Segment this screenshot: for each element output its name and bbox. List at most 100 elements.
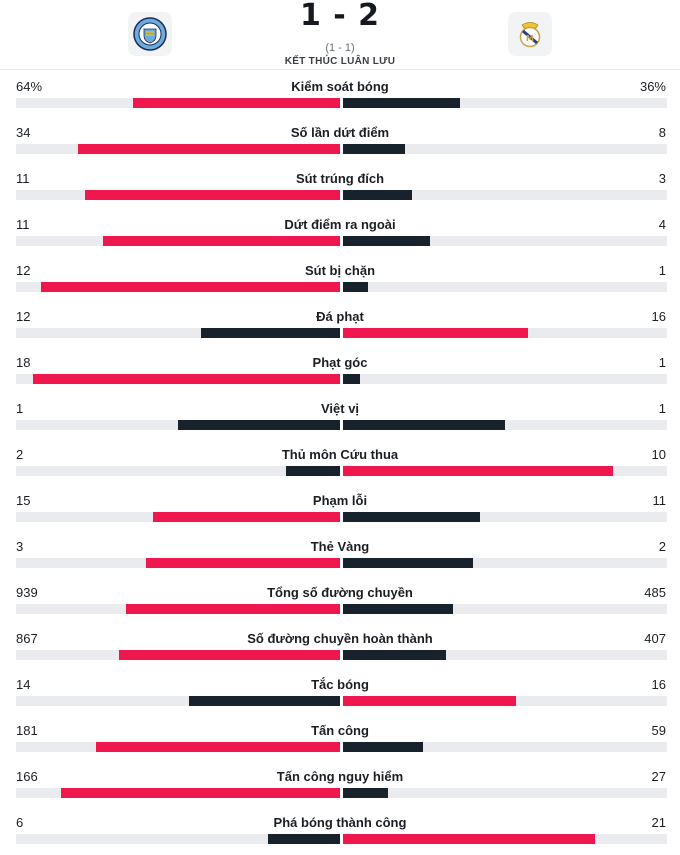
home-stat-track: [16, 604, 340, 614]
away-stat-track: [343, 834, 667, 844]
stat-row: 867 Số đường chuyền hoàn thành 407: [0, 628, 680, 674]
away-stat-value: 10: [651, 447, 666, 462]
stat-label: Tấn công: [311, 723, 369, 738]
away-stat-bar: [343, 788, 389, 798]
away-stat-value: 1: [658, 355, 666, 370]
stat-label: Phạt góc: [312, 355, 368, 370]
away-stat-track: [343, 466, 667, 476]
away-stat-track: [343, 512, 667, 522]
home-stat-track: [16, 98, 340, 108]
away-stat-value: 1: [658, 401, 666, 416]
stat-label: Tấn công nguy hiểm: [276, 769, 404, 784]
home-stat-track: [16, 144, 340, 154]
home-stat-track: [16, 788, 340, 798]
home-stat-bar: [102, 236, 340, 246]
home-stat-bar: [153, 512, 340, 522]
away-stat-track: [343, 788, 667, 798]
away-stat-value: 36%: [639, 79, 666, 94]
home-stat-bar: [268, 834, 340, 844]
away-stat-value: 1: [658, 263, 666, 278]
away-stat-track: [343, 98, 667, 108]
home-stat-bar: [119, 650, 340, 660]
home-stat-value: 181: [16, 723, 38, 738]
away-team-logo[interactable]: M: [508, 12, 552, 56]
match-status: KẾT THÚC LUÂN LƯU: [284, 56, 396, 67]
away-stat-bar: [343, 98, 460, 108]
away-stat-track: [343, 144, 667, 154]
away-stat-bar: [343, 190, 413, 200]
home-stat-value: 64%: [16, 79, 43, 94]
home-stat-bar: [61, 788, 340, 798]
stat-row: 34 Số lần dứt điểm 8: [0, 122, 680, 168]
away-stat-bar: [343, 282, 368, 292]
home-stat-bar: [95, 742, 340, 752]
home-stat-track: [16, 650, 340, 660]
away-stat-bar: [343, 604, 454, 614]
away-stat-bar: [343, 466, 613, 476]
home-stat-value: 6: [16, 815, 24, 830]
home-stat-track: [16, 328, 340, 338]
stat-row: 6 Phá bóng thành công 21: [0, 812, 680, 855]
away-stat-track: [343, 236, 667, 246]
stat-label: Số đường chuyền hoàn thành: [247, 631, 433, 646]
home-stat-value: 867: [16, 631, 38, 646]
stat-row: 64% Kiểm soát bóng 36%: [0, 76, 680, 122]
stat-label: Sút trúng đích: [295, 171, 385, 186]
stat-row: 11 Sút trúng đích 3: [0, 168, 680, 214]
home-stat-track: [16, 236, 340, 246]
away-stat-value: 4: [658, 217, 666, 232]
home-stat-value: 2: [16, 447, 24, 462]
away-stat-track: [343, 604, 667, 614]
away-stat-track: [343, 742, 667, 752]
home-stat-bar: [145, 558, 340, 568]
stat-label: Thẻ Vàng: [310, 539, 370, 554]
stat-row: 14 Tắc bóng 16: [0, 674, 680, 720]
home-stat-bar: [178, 420, 340, 430]
home-stat-value: 3: [16, 539, 24, 554]
home-stat-value: 1: [16, 401, 24, 416]
stat-row: 939 Tổng số đường chuyền 485: [0, 582, 680, 628]
home-stat-bar: [132, 98, 340, 108]
home-stat-value: 939: [16, 585, 38, 600]
home-stat-track: [16, 742, 340, 752]
home-team-logo[interactable]: [128, 12, 172, 56]
home-stat-bar: [77, 144, 340, 154]
away-stat-value: 59: [651, 723, 666, 738]
manchester-city-crest-icon: [133, 17, 167, 51]
stat-row: 3 Thẻ Vàng 2: [0, 536, 680, 582]
away-stat-value: 3: [658, 171, 666, 186]
home-stat-bar: [188, 696, 340, 706]
home-stat-value: 15: [16, 493, 31, 508]
match-header: 1 - 2 (1 - 1) KẾT THÚC LUÂN LƯU M: [0, 0, 680, 70]
home-stat-track: [16, 282, 340, 292]
away-stat-bar: [343, 834, 596, 844]
away-stat-bar: [343, 650, 447, 660]
home-stat-track: [16, 466, 340, 476]
home-stat-value: 11: [16, 217, 30, 232]
stat-label: Tổng số đường chuyền: [267, 585, 413, 600]
stat-row: 12 Sút bị chặn 1: [0, 260, 680, 306]
away-stat-value: 16: [651, 309, 666, 324]
home-stat-value: 12: [16, 263, 31, 278]
stat-row: 2 Thủ môn Cứu thua 10: [0, 444, 680, 490]
stat-label: Sút bị chặn: [304, 263, 376, 278]
away-stat-track: [343, 420, 667, 430]
away-stat-bar: [343, 742, 423, 752]
away-stat-bar: [343, 512, 481, 522]
away-stat-value: 21: [651, 815, 666, 830]
stat-label: Phạm lỗi: [312, 493, 368, 508]
stat-label: Đá phạt: [316, 309, 364, 324]
home-stat-track: [16, 374, 340, 384]
home-stat-bar: [40, 282, 340, 292]
stat-label: Số lần dứt điểm: [290, 125, 390, 140]
stat-row: 11 Dứt điểm ra ngoài 4: [0, 214, 680, 260]
away-stat-value: 485: [644, 585, 666, 600]
home-stat-track: [16, 190, 340, 200]
away-stat-value: 8: [658, 125, 666, 140]
home-stat-value: 166: [16, 769, 38, 784]
home-stat-value: 12: [16, 309, 31, 324]
away-stat-value: 407: [644, 631, 666, 646]
away-stat-bar: [343, 236, 430, 246]
away-stat-track: [343, 328, 667, 338]
away-stat-bar: [343, 144, 405, 154]
